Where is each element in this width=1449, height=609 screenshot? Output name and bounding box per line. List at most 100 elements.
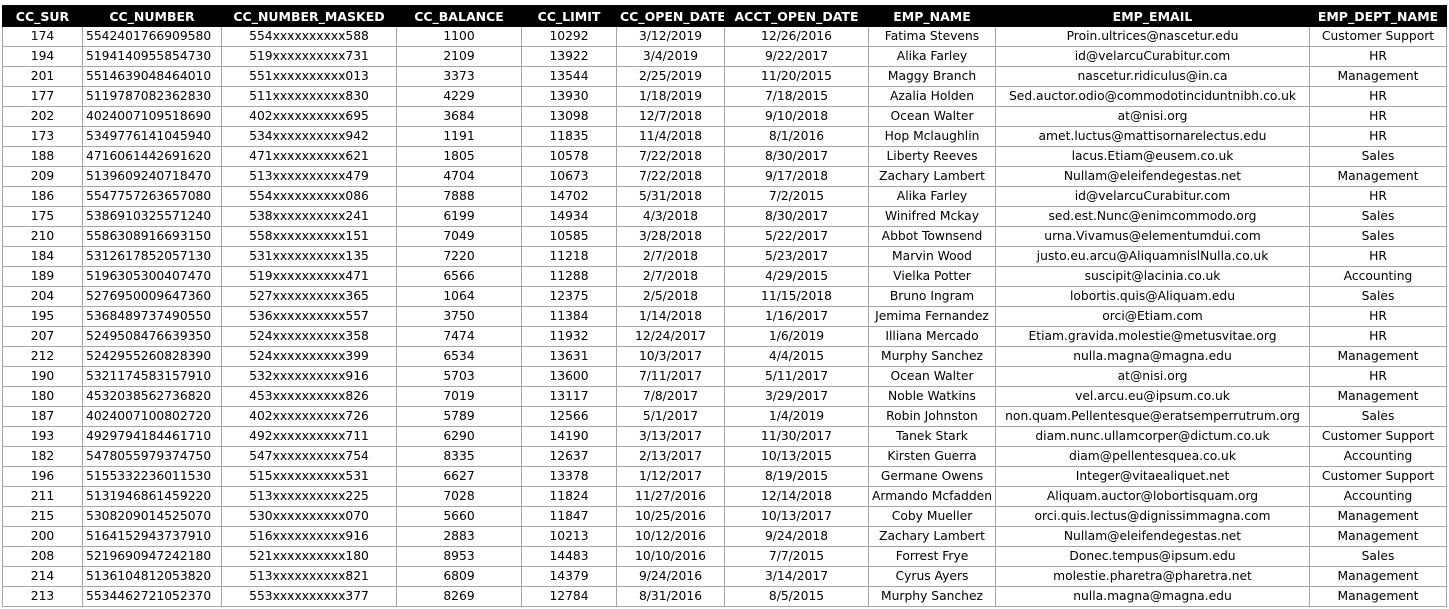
cell-cc-number[interactable]: 5139609240718470 [82, 166, 222, 187]
cell-emp-dept-name[interactable]: HR [1309, 366, 1447, 387]
cell-cc-limit[interactable]: 13378 [521, 466, 617, 487]
cell-emp-dept-name[interactable]: HR [1309, 106, 1447, 127]
cell-cc-number-masked[interactable]: 547xxxxxxxxxx754 [221, 446, 397, 467]
cell-acct-open-date[interactable]: 7/7/2015 [724, 546, 869, 567]
cell-cc-limit[interactable]: 10578 [521, 146, 617, 167]
cell-cc-limit[interactable]: 13098 [521, 106, 617, 127]
cell-cc-balance[interactable]: 7474 [396, 326, 522, 347]
cell-cc-number-masked[interactable]: 511xxxxxxxxxx830 [221, 86, 397, 107]
cell-emp-dept-name[interactable]: Customer Support [1309, 426, 1447, 447]
cell-cc-number-masked[interactable]: 530xxxxxxxxxx070 [221, 506, 397, 527]
cell-cc-open-date[interactable]: 5/1/2017 [616, 406, 725, 427]
cell-cc-number[interactable]: 5131946861459220 [82, 486, 222, 507]
cell-cc-balance[interactable]: 6534 [396, 346, 522, 367]
cell-emp-dept-name[interactable]: Management [1309, 386, 1447, 407]
cell-cc-balance[interactable]: 6566 [396, 266, 522, 287]
cell-cc-number-masked[interactable]: 551xxxxxxxxxx013 [221, 66, 397, 87]
cell-acct-open-date[interactable]: 9/10/2018 [724, 106, 869, 127]
cell-cc-number[interactable]: 5196305300407470 [82, 266, 222, 287]
cell-cc-number[interactable]: 4929794184461710 [82, 426, 222, 447]
cell-cc-sur[interactable]: 209 [2, 166, 83, 187]
cell-cc-sur[interactable]: 189 [2, 266, 83, 287]
cell-acct-open-date[interactable]: 1/16/2017 [724, 306, 869, 327]
cell-cc-open-date[interactable]: 3/28/2018 [616, 226, 725, 247]
cell-cc-balance[interactable]: 1805 [396, 146, 522, 167]
cell-emp-email[interactable]: Sed.auctor.odio@commodotinciduntnibh.co.… [995, 86, 1310, 107]
cell-cc-number-masked[interactable]: 527xxxxxxxxxx365 [221, 286, 397, 307]
cell-cc-number-masked[interactable]: 524xxxxxxxxxx358 [221, 326, 397, 347]
cell-emp-email[interactable]: justo.eu.arcu@AliquamnislNulla.co.uk [995, 246, 1310, 267]
cell-cc-open-date[interactable]: 1/14/2018 [616, 306, 725, 327]
cell-cc-number[interactable]: 5155332236011530 [82, 466, 222, 487]
cell-cc-open-date[interactable]: 9/24/2016 [616, 566, 725, 587]
cell-emp-name[interactable]: Zachary Lambert [868, 526, 996, 547]
column-header-cc-sur[interactable]: CC_SUR [2, 5, 83, 27]
cell-cc-number[interactable]: 4024007100802720 [82, 406, 222, 427]
cell-emp-email[interactable]: diam.nunc.ullamcorper@dictum.co.uk [995, 426, 1310, 447]
cell-cc-sur[interactable]: 202 [2, 106, 83, 127]
cell-emp-dept-name[interactable]: Accounting [1309, 486, 1447, 507]
cell-emp-dept-name[interactable]: Management [1309, 506, 1447, 527]
cell-cc-open-date[interactable]: 5/31/2018 [616, 186, 725, 207]
cell-cc-number[interactable]: 5542401766909580 [82, 26, 222, 47]
cell-acct-open-date[interactable]: 9/17/2018 [724, 166, 869, 187]
cell-cc-number-masked[interactable]: 513xxxxxxxxxx479 [221, 166, 397, 187]
cell-cc-balance[interactable]: 4704 [396, 166, 522, 187]
cell-cc-limit[interactable]: 10585 [521, 226, 617, 247]
cell-acct-open-date[interactable]: 5/11/2017 [724, 366, 869, 387]
cell-emp-email[interactable]: suscipit@lacinia.co.uk [995, 266, 1310, 287]
cell-acct-open-date[interactable]: 10/13/2015 [724, 446, 869, 467]
cell-cc-open-date[interactable]: 11/27/2016 [616, 486, 725, 507]
cell-cc-number-masked[interactable]: 534xxxxxxxxxx942 [221, 126, 397, 147]
cell-emp-name[interactable]: Kirsten Guerra [868, 446, 996, 467]
cell-cc-sur[interactable]: 187 [2, 406, 83, 427]
cell-emp-dept-name[interactable]: Customer Support [1309, 26, 1447, 47]
cell-cc-open-date[interactable]: 2/7/2018 [616, 266, 725, 287]
cell-cc-number-masked[interactable]: 402xxxxxxxxxx726 [221, 406, 397, 427]
cell-cc-open-date[interactable]: 1/18/2019 [616, 86, 725, 107]
cell-cc-open-date[interactable]: 3/13/2017 [616, 426, 725, 447]
cell-emp-name[interactable]: Ocean Walter [868, 106, 996, 127]
cell-cc-open-date[interactable]: 7/11/2017 [616, 366, 725, 387]
cell-cc-balance[interactable]: 2109 [396, 46, 522, 67]
cell-cc-open-date[interactable]: 4/3/2018 [616, 206, 725, 227]
cell-cc-number-masked[interactable]: 515xxxxxxxxxx531 [221, 466, 397, 487]
cell-cc-balance[interactable]: 6290 [396, 426, 522, 447]
cell-acct-open-date[interactable]: 4/4/2015 [724, 346, 869, 367]
column-header-emp-name[interactable]: EMP_NAME [868, 5, 996, 27]
cell-emp-dept-name[interactable]: Management [1309, 66, 1447, 87]
cell-cc-limit[interactable]: 13930 [521, 86, 617, 107]
cell-emp-name[interactable]: Germane Owens [868, 466, 996, 487]
cell-cc-number[interactable]: 5242955260828390 [82, 346, 222, 367]
cell-cc-sur[interactable]: 175 [2, 206, 83, 227]
cell-cc-limit[interactable]: 11847 [521, 506, 617, 527]
cell-emp-email[interactable]: non.quam.Pellentesque@eratsemperrutrum.o… [995, 406, 1310, 427]
cell-cc-sur[interactable]: 213 [2, 586, 83, 607]
column-header-cc-number[interactable]: CC_NUMBER [82, 5, 222, 27]
cell-cc-number[interactable]: 5349776141045940 [82, 126, 222, 147]
column-header-acct-open-date[interactable]: ACCT_OPEN_DATE [724, 5, 869, 27]
cell-cc-limit[interactable]: 11824 [521, 486, 617, 507]
cell-cc-number[interactable]: 5514639048464010 [82, 66, 222, 87]
cell-emp-email[interactable]: Nullam@eleifendegestas.net [995, 166, 1310, 187]
cell-acct-open-date[interactable]: 8/30/2017 [724, 206, 869, 227]
cell-cc-sur[interactable]: 193 [2, 426, 83, 447]
cell-cc-number[interactable]: 5194140955854730 [82, 46, 222, 67]
cell-cc-open-date[interactable]: 7/8/2017 [616, 386, 725, 407]
cell-acct-open-date[interactable]: 8/5/2015 [724, 586, 869, 607]
cell-cc-open-date[interactable]: 10/12/2016 [616, 526, 725, 547]
cell-emp-dept-name[interactable]: Management [1309, 346, 1447, 367]
cell-emp-email[interactable]: Nullam@eleifendegestas.net [995, 526, 1310, 547]
cell-cc-number-masked[interactable]: 536xxxxxxxxxx557 [221, 306, 397, 327]
cell-cc-open-date[interactable]: 2/13/2017 [616, 446, 725, 467]
cell-emp-email[interactable]: Aliquam.auctor@lobortisquam.org [995, 486, 1310, 507]
cell-acct-open-date[interactable]: 12/14/2018 [724, 486, 869, 507]
cell-emp-name[interactable]: Hop Mclaughlin [868, 126, 996, 147]
cell-cc-limit[interactable]: 13544 [521, 66, 617, 87]
cell-cc-number-masked[interactable]: 519xxxxxxxxxx471 [221, 266, 397, 287]
cell-cc-open-date[interactable]: 2/5/2018 [616, 286, 725, 307]
cell-cc-number-masked[interactable]: 558xxxxxxxxxx151 [221, 226, 397, 247]
cell-emp-dept-name[interactable]: HR [1309, 186, 1447, 207]
cell-emp-dept-name[interactable]: Sales [1309, 546, 1447, 567]
cell-emp-name[interactable]: Robin Johnston [868, 406, 996, 427]
